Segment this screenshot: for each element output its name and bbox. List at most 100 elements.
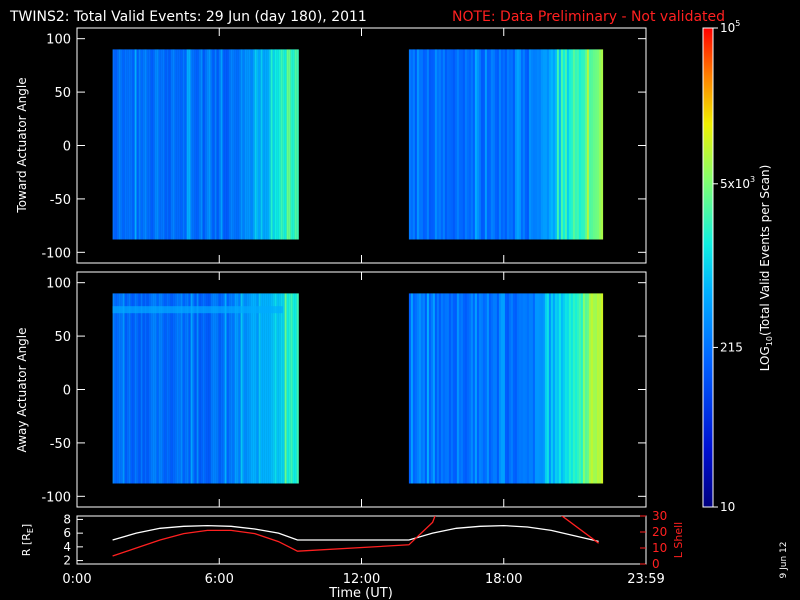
left-y-tick-label: 2 — [63, 554, 71, 568]
heatmap-column — [576, 293, 580, 484]
heatmap-column — [146, 49, 149, 240]
colorbar-tick-label: 105 — [720, 19, 740, 35]
heatmap-column — [172, 293, 175, 484]
heatmap-column — [432, 49, 436, 240]
heatmap-block — [408, 293, 604, 484]
heatmap-column — [554, 49, 558, 240]
heatmap-column — [180, 293, 183, 484]
heatmap-column — [574, 293, 578, 484]
heatmap-column — [182, 293, 185, 484]
heatmap-column — [418, 293, 422, 484]
heatmap-column — [126, 49, 129, 240]
heatmap-column — [566, 49, 570, 240]
away-heatmap — [112, 293, 604, 484]
heatmap-column — [596, 293, 600, 484]
heatmap-column — [228, 49, 231, 240]
heatmap-column — [546, 293, 550, 484]
heatmap-column — [486, 293, 490, 484]
heatmap-column — [288, 293, 291, 484]
heatmap-column — [198, 293, 201, 484]
heatmap-column — [570, 49, 574, 240]
heatmap-column — [130, 49, 133, 240]
heatmap-column — [414, 293, 418, 484]
heatmap-column — [458, 293, 462, 484]
heatmap-column — [190, 293, 193, 484]
heatmap-column — [148, 49, 151, 240]
heatmap-column — [594, 49, 598, 240]
heatmap-column — [252, 293, 255, 484]
heatmap-column — [586, 49, 590, 240]
heatmap-column — [472, 49, 476, 240]
toward-panel: 100 50 0 -50 -100 Toward Actuator Angle — [15, 27, 647, 264]
heatmap-column — [416, 49, 420, 240]
heatmap-column — [250, 49, 253, 240]
heatmap-column — [292, 293, 295, 484]
heatmap-column — [426, 293, 430, 484]
heatmap-column — [592, 49, 596, 240]
heatmap-column — [282, 293, 285, 484]
heatmap-column — [188, 49, 191, 240]
heatmap-column — [270, 49, 273, 240]
lshell-line — [112, 516, 599, 557]
heatmap-column — [412, 293, 416, 484]
heatmap-column — [466, 293, 470, 484]
heatmap-column — [548, 293, 552, 484]
heatmap-column — [172, 49, 175, 240]
chart-title: TWINS2: Total Valid Events: 29 Jun (day … — [9, 9, 367, 25]
heatmap-column — [232, 293, 235, 484]
heatmap-column — [114, 293, 117, 484]
right-y-tick-label: 20 — [652, 525, 667, 539]
heatmap-column — [480, 293, 484, 484]
heatmap-column — [168, 49, 171, 240]
heatmap-column — [508, 49, 512, 240]
heatmap-column — [568, 293, 572, 484]
heatmap-column — [162, 49, 165, 240]
heatmap-column — [228, 293, 231, 484]
heatmap-column — [484, 293, 488, 484]
heatmap-column — [184, 293, 187, 484]
heatmap-column — [224, 49, 227, 240]
heatmap-column — [282, 49, 285, 240]
heatmap-column — [294, 49, 297, 240]
heatmap-column — [428, 293, 432, 484]
heatmap-column — [582, 293, 586, 484]
heatmap-column — [526, 49, 530, 240]
heatmap-column — [532, 293, 536, 484]
heatmap-column — [430, 293, 434, 484]
heatmap-column — [138, 293, 141, 484]
heatmap-column — [542, 49, 546, 240]
heatmap-column — [424, 49, 428, 240]
heatmap-column — [236, 49, 239, 240]
heatmap-column — [538, 293, 542, 484]
left-y-tick-label: 4 — [63, 540, 71, 554]
heatmap-column — [576, 49, 580, 240]
heatmap-column — [246, 49, 249, 240]
heatmap-column — [154, 49, 157, 240]
toward-ylabel: Toward Actuator Angle — [15, 77, 29, 213]
y-tick-label: 50 — [54, 330, 71, 345]
heatmap-column — [154, 293, 157, 484]
heatmap-column — [276, 49, 279, 240]
heatmap-column — [204, 49, 207, 240]
heatmap-column — [268, 293, 271, 484]
heatmap-column — [216, 293, 219, 484]
heatmap-column — [220, 293, 223, 484]
heatmap-column — [554, 293, 558, 484]
heatmap-column — [174, 49, 177, 240]
heatmap-column — [438, 293, 442, 484]
heatmap-column — [152, 49, 155, 240]
heatmap-column — [556, 49, 560, 240]
heatmap-column — [240, 293, 243, 484]
heatmap-column — [566, 293, 570, 484]
heatmap-column — [274, 49, 277, 240]
heatmap-column — [240, 49, 243, 240]
heatmap-column — [538, 49, 542, 240]
heatmap-column — [130, 293, 133, 484]
heatmap-column — [500, 293, 504, 484]
heatmap-column — [526, 293, 530, 484]
colorbar-label: LOG10(Total Valid Events per Scan) — [758, 165, 774, 372]
heatmap-column — [126, 293, 129, 484]
heatmap-column — [236, 293, 239, 484]
x-tick-label: 23:59 — [627, 572, 664, 587]
